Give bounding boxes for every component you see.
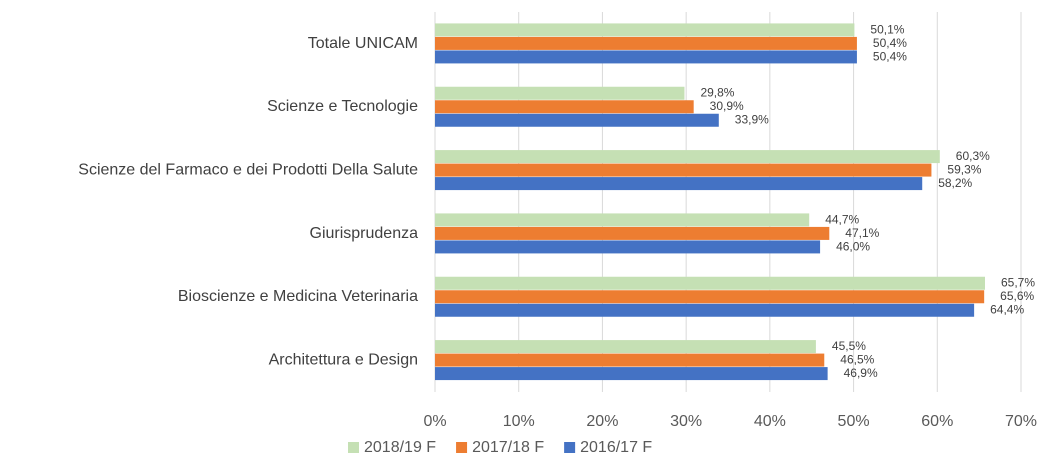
value-label: 50,4% (873, 49, 907, 63)
category-label: Bioscienze e Medicina Veterinaria (178, 288, 418, 305)
bar (435, 340, 816, 354)
value-label: 64,4% (990, 303, 1024, 317)
value-label: 44,7% (825, 212, 859, 226)
value-label: 50,1% (870, 22, 904, 36)
category-label: Giurisprudenza (310, 225, 419, 242)
value-label: 47,1% (845, 226, 879, 240)
legend-swatch (348, 442, 359, 453)
category-label: Scienze e Tecnologie (267, 98, 418, 115)
bar (435, 36, 857, 50)
bar (435, 353, 825, 367)
legend-label: 2017/18 F (472, 439, 544, 456)
bar (435, 226, 830, 240)
bar (435, 150, 940, 164)
bar (435, 276, 986, 290)
legend-swatch (456, 442, 468, 453)
value-label: 59,3% (947, 163, 981, 177)
x-tick-label: 60% (921, 413, 953, 430)
bar (435, 240, 821, 254)
legend-swatch (564, 442, 576, 453)
x-tick-label: 30% (670, 413, 702, 430)
bar (435, 86, 685, 100)
value-label: 65,6% (1000, 289, 1034, 303)
bar (435, 303, 975, 317)
value-label: 46,0% (836, 239, 870, 253)
x-tick-label: 20% (586, 413, 618, 430)
bar (435, 367, 828, 381)
bar (435, 213, 810, 227)
category-label: Architettura e Design (269, 352, 418, 369)
bar (435, 23, 855, 37)
value-label: 46,9% (844, 366, 878, 380)
value-label: 60,3% (956, 149, 990, 163)
category-label: Totale UNICAM (308, 35, 418, 52)
legend-label: 2018/19 F (364, 439, 436, 456)
bar (435, 113, 719, 127)
bar (435, 290, 985, 304)
legend-label: 2016/17 F (580, 439, 652, 456)
bar (435, 163, 932, 177)
x-tick-label: 10% (503, 413, 535, 430)
x-tick-label: 70% (1005, 413, 1037, 430)
category-label: Scienze del Farmaco e dei Prodotti Della… (78, 162, 418, 179)
bar (435, 177, 923, 191)
value-label: 45,5% (832, 339, 866, 353)
value-label: 58,2% (938, 176, 972, 190)
bar (435, 50, 857, 64)
value-label: 29,8% (700, 86, 734, 100)
value-label: 65,7% (1001, 276, 1035, 290)
bar (435, 100, 694, 114)
x-tick-label: 0% (423, 413, 446, 430)
value-label: 30,9% (710, 99, 744, 113)
value-label: 50,4% (873, 36, 907, 50)
value-label: 33,9% (735, 113, 769, 127)
x-tick-label: 40% (754, 413, 786, 430)
value-label: 46,5% (840, 353, 874, 367)
x-tick-label: 50% (838, 413, 870, 430)
